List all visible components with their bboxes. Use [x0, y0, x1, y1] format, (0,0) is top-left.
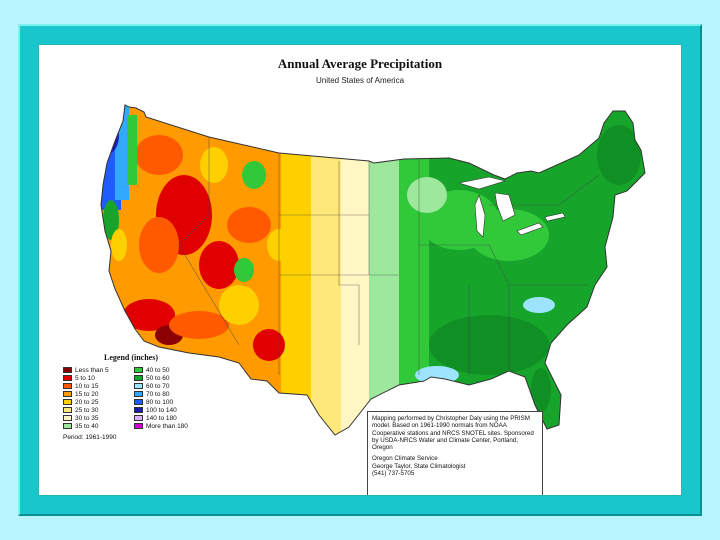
- legend-item: 100 to 140: [134, 406, 199, 414]
- legend-item: 60 to 70: [134, 382, 199, 390]
- legend-item: 140 to 180: [134, 414, 199, 422]
- legend-item: 25 to 30: [63, 406, 128, 414]
- map-subtitle: United States of America: [315, 76, 405, 85]
- legend-swatch: [63, 391, 72, 397]
- legend-swatch: [134, 407, 143, 413]
- legend-item: 70 to 80: [134, 390, 199, 398]
- legend-swatch: [63, 383, 72, 389]
- legend-item: 20 to 25: [63, 398, 128, 406]
- legend-swatch: [134, 399, 143, 405]
- legend-label: 140 to 180: [146, 414, 177, 422]
- legend-swatch: [63, 399, 72, 405]
- legend-label: 100 to 140: [146, 406, 177, 414]
- legend-swatch: [134, 391, 143, 397]
- legend-item: 35 to 40: [63, 422, 128, 430]
- legend-label: 40 to 50: [146, 366, 170, 374]
- legend-swatch: [134, 367, 143, 373]
- state-boundaries: [178, 137, 600, 375]
- legend-swatch: [134, 383, 143, 389]
- credits-box: Mapping performed by Christopher Daly us…: [367, 411, 543, 495]
- credits-text: Mapping performed by Christopher Daly us…: [372, 415, 534, 452]
- legend-item: 40 to 50: [134, 366, 199, 374]
- legend-label: 20 to 25: [75, 398, 99, 406]
- legend-label: 80 to 100: [146, 398, 174, 406]
- legend-swatch: [63, 367, 72, 373]
- legend-label: Less than 5: [75, 366, 109, 374]
- legend-item: 80 to 100: [134, 398, 199, 406]
- legend-swatch: [63, 415, 72, 421]
- credit-line: (541) 737-5705: [372, 470, 415, 478]
- legend-label: 5 to 10: [75, 374, 95, 382]
- legend-label: 35 to 40: [75, 422, 99, 430]
- legend-item: 50 to 60: [134, 374, 199, 382]
- legend-period: Period: 1961-1990: [63, 434, 117, 441]
- slide-frame: Annual Average Precipitation United Stat…: [18, 24, 702, 516]
- legend-label: 10 to 15: [75, 382, 99, 390]
- map-panel: Annual Average Precipitation United Stat…: [38, 44, 682, 496]
- legend-label: 30 to 35: [75, 414, 99, 422]
- legend-item: More than 180: [134, 422, 199, 430]
- great-lakes: [458, 176, 566, 238]
- legend-title: Legend (inches): [104, 353, 158, 362]
- legend-item: 5 to 10: [63, 374, 128, 382]
- legend-item: 30 to 35: [63, 414, 128, 422]
- legend-swatch: [63, 407, 72, 413]
- legend-column: 40 to 50 50 to 60 60 to 70 70 to 80 80 to 10…: [134, 366, 199, 430]
- legend-label: 60 to 70: [146, 382, 170, 390]
- us-outline: [100, 104, 646, 436]
- precipitation-map: [100, 104, 646, 436]
- legend-label: 70 to 80: [146, 390, 170, 398]
- legend-swatch: [134, 375, 143, 381]
- legend-item: 10 to 15: [63, 382, 128, 390]
- legend-label: 15 to 20: [75, 390, 99, 398]
- legend-swatch: [63, 423, 72, 429]
- legend-swatch: [134, 423, 143, 429]
- credit-line: George Taylor, State Climatologist: [372, 462, 466, 470]
- credit-line: Oregon Climate Service: [372, 455, 438, 463]
- legend-label: 50 to 60: [146, 374, 170, 382]
- map-title: Annual Average Precipitation: [277, 56, 443, 71]
- legend-swatch: [134, 415, 143, 421]
- legend-item: Less than 5: [63, 366, 128, 374]
- legend-label: 25 to 30: [75, 406, 99, 414]
- legend-swatch: [63, 375, 72, 381]
- credits-contact: Oregon Climate Service George Taylor, St…: [372, 455, 538, 477]
- legend-item: 15 to 20: [63, 390, 128, 398]
- legend-label: More than 180: [146, 422, 188, 430]
